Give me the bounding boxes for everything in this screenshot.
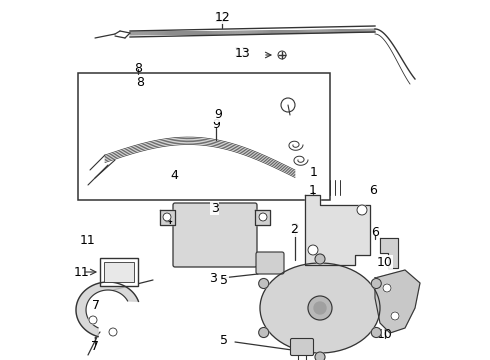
Circle shape xyxy=(259,213,267,221)
Text: 1: 1 xyxy=(309,184,317,197)
Text: 6: 6 xyxy=(371,225,379,238)
Circle shape xyxy=(357,205,367,215)
Text: 1: 1 xyxy=(310,166,318,179)
Bar xyxy=(78,73,330,200)
Polygon shape xyxy=(76,282,139,337)
Text: 7: 7 xyxy=(91,341,99,354)
Text: 8: 8 xyxy=(136,76,144,89)
Polygon shape xyxy=(160,210,175,225)
Circle shape xyxy=(259,279,269,288)
Text: 4: 4 xyxy=(164,213,172,226)
Text: 7: 7 xyxy=(92,299,99,312)
Text: 3: 3 xyxy=(211,202,219,215)
Text: 11: 11 xyxy=(74,266,90,279)
Circle shape xyxy=(308,296,332,320)
Text: 3: 3 xyxy=(209,271,217,284)
Circle shape xyxy=(371,328,381,338)
Text: 8: 8 xyxy=(134,62,142,75)
Polygon shape xyxy=(375,270,420,333)
Text: 2: 2 xyxy=(290,223,298,236)
Circle shape xyxy=(89,316,97,324)
Circle shape xyxy=(383,284,391,292)
Circle shape xyxy=(315,352,325,360)
Text: 12: 12 xyxy=(215,11,231,24)
Bar xyxy=(100,258,138,286)
Circle shape xyxy=(314,302,326,314)
Circle shape xyxy=(308,245,318,255)
Text: 9: 9 xyxy=(212,118,220,131)
Text: 9: 9 xyxy=(214,108,222,121)
Circle shape xyxy=(391,312,399,320)
Text: 11: 11 xyxy=(79,234,95,247)
FancyBboxPatch shape xyxy=(173,203,257,267)
Circle shape xyxy=(259,328,269,338)
Text: 5: 5 xyxy=(220,274,228,287)
Text: 13: 13 xyxy=(234,46,250,59)
Circle shape xyxy=(163,213,171,221)
Polygon shape xyxy=(380,238,398,268)
Text: 6: 6 xyxy=(369,184,377,197)
Text: 5: 5 xyxy=(220,333,228,346)
FancyBboxPatch shape xyxy=(256,252,284,274)
Text: 10: 10 xyxy=(377,256,392,269)
Polygon shape xyxy=(255,210,270,225)
Circle shape xyxy=(315,254,325,264)
Text: 12: 12 xyxy=(214,12,230,24)
Circle shape xyxy=(109,328,117,336)
Text: 2: 2 xyxy=(291,221,299,234)
Polygon shape xyxy=(305,195,370,265)
FancyBboxPatch shape xyxy=(291,338,314,356)
Circle shape xyxy=(371,279,381,288)
Text: 4: 4 xyxy=(170,169,178,182)
Text: 13: 13 xyxy=(235,47,250,60)
Text: 10: 10 xyxy=(377,328,393,342)
Ellipse shape xyxy=(260,263,380,353)
Bar xyxy=(104,262,134,282)
